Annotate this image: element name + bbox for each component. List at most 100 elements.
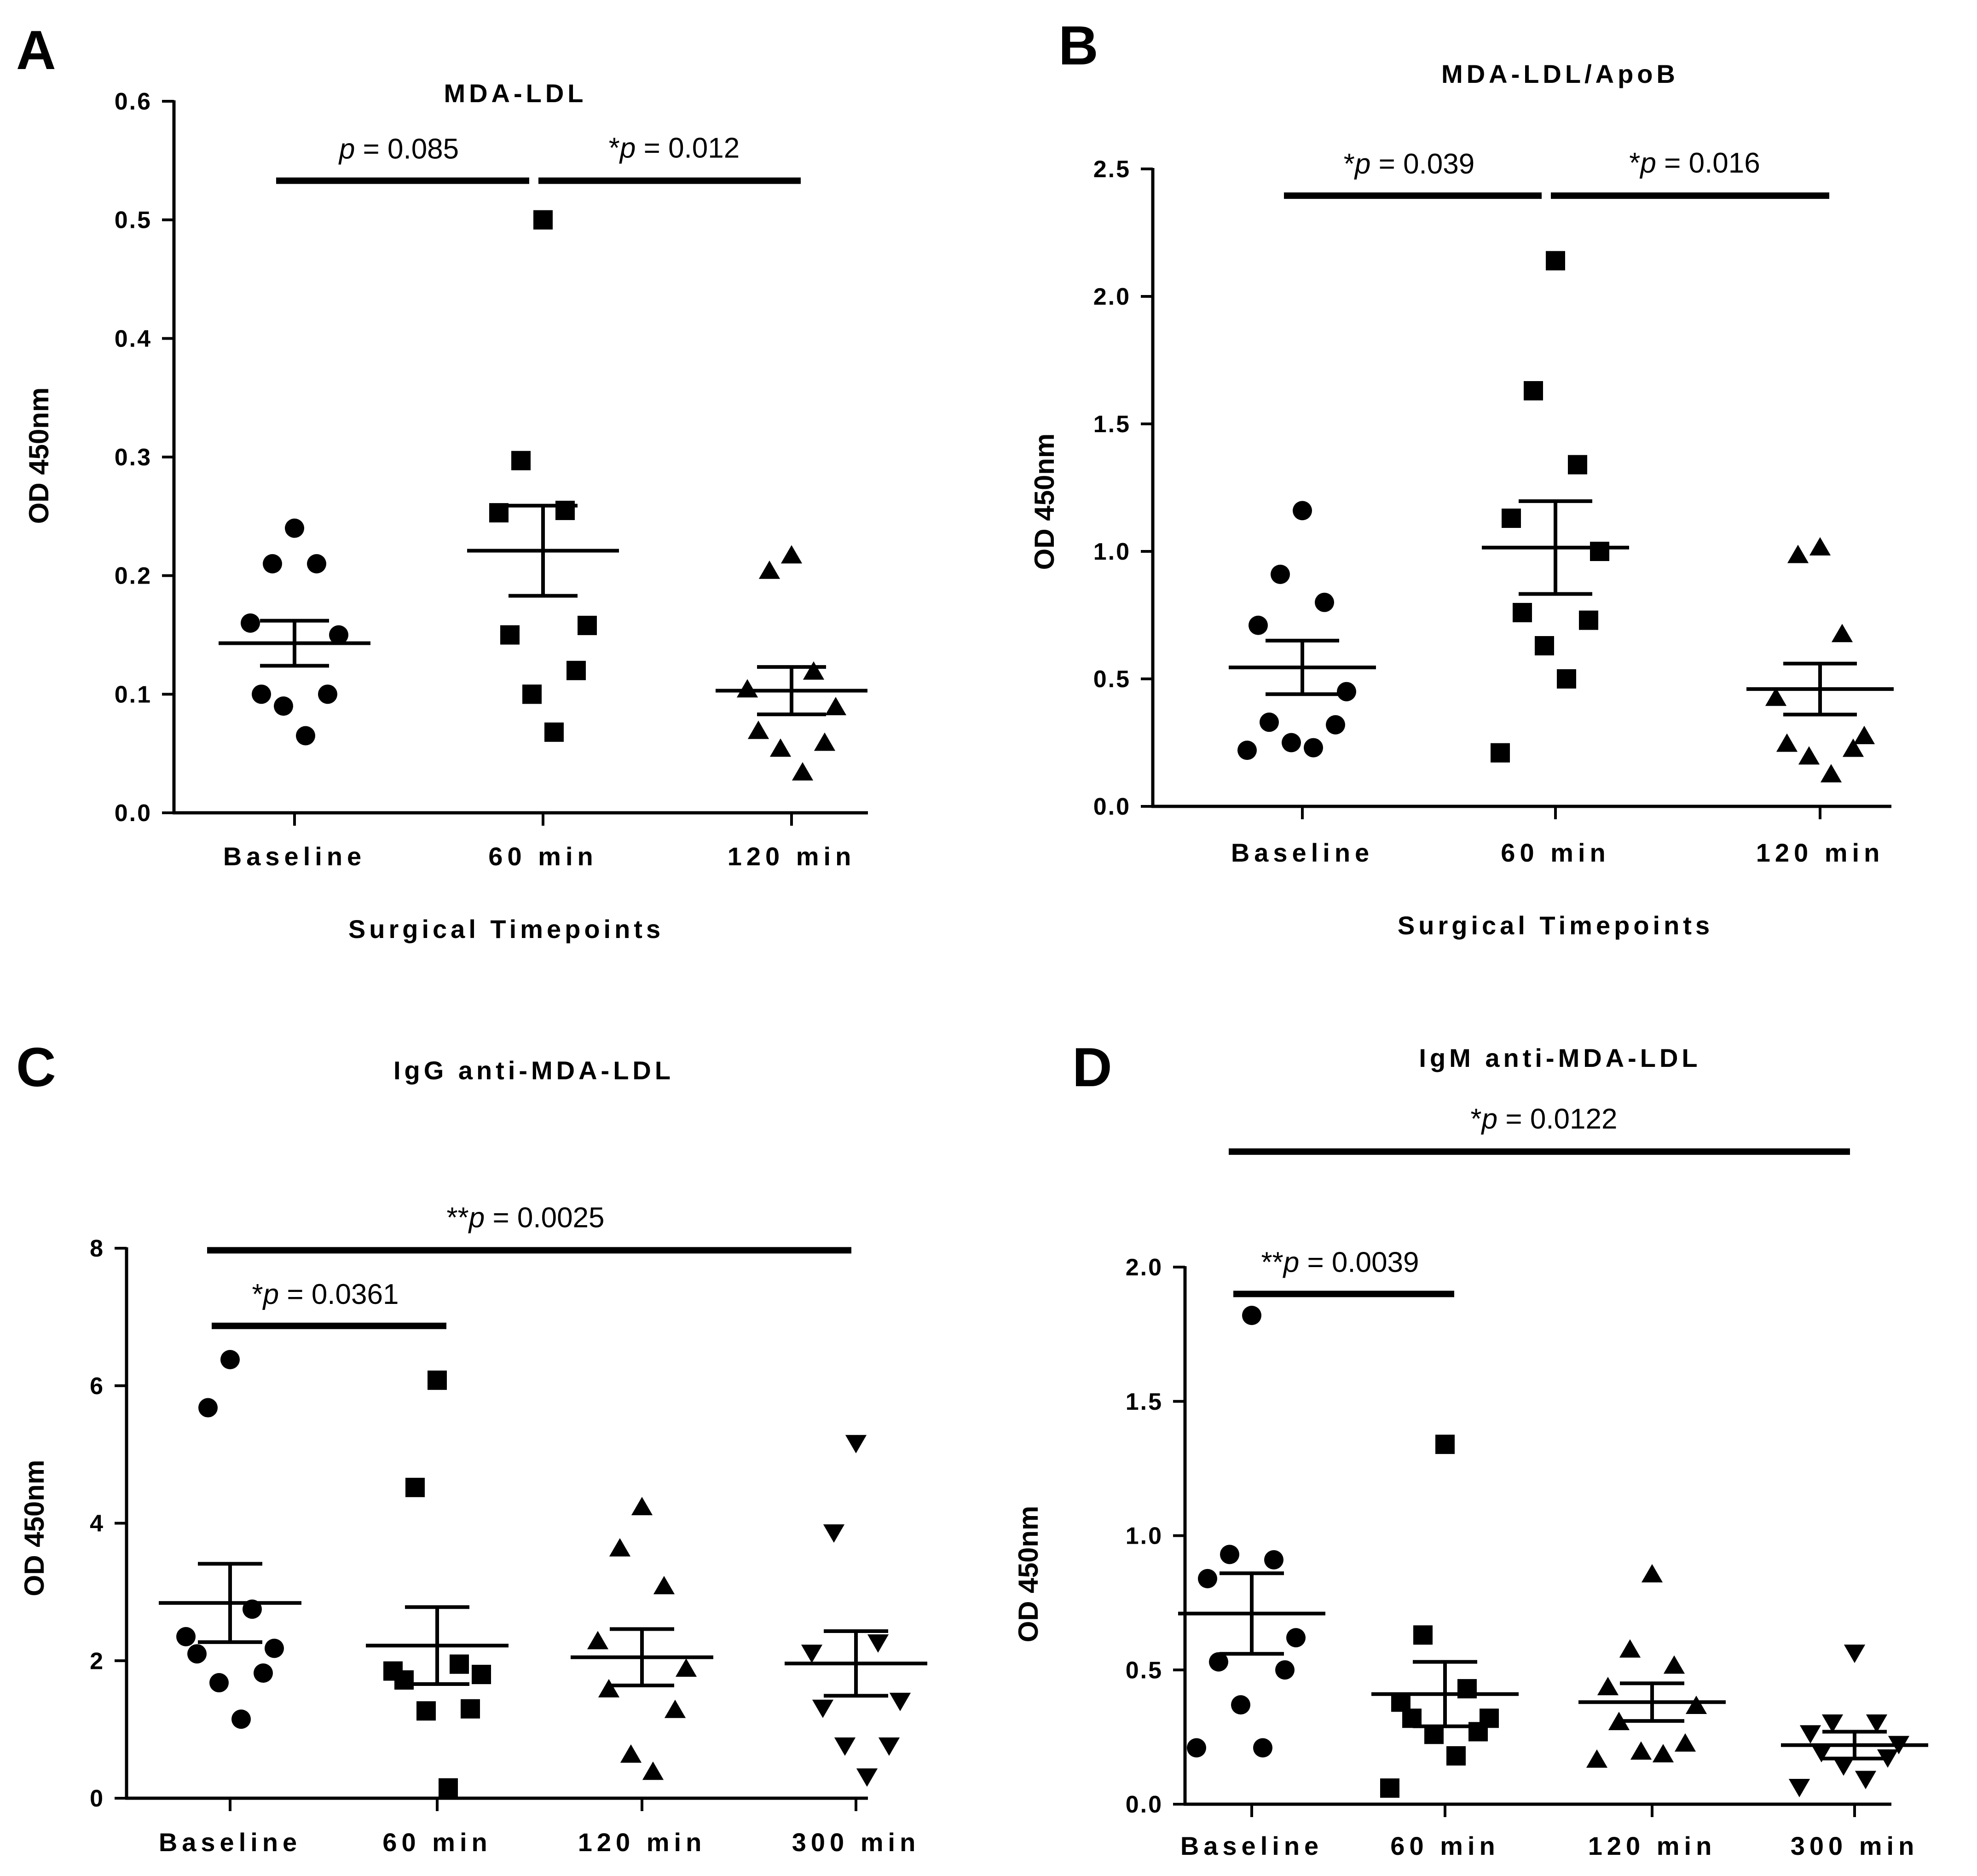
y-tick-label: 0.2 bbox=[115, 563, 152, 590]
data-point bbox=[1435, 1435, 1455, 1454]
data-point bbox=[394, 1670, 414, 1690]
x-tick-label: 120 min bbox=[578, 1828, 706, 1857]
x-tick-label: Baseline bbox=[1231, 838, 1374, 867]
y-tick-label: 2.5 bbox=[1093, 156, 1131, 183]
data-point bbox=[285, 518, 304, 538]
y-tick-label: 0.1 bbox=[115, 681, 152, 708]
data-point bbox=[758, 560, 780, 579]
data-point bbox=[296, 726, 315, 746]
panel-c: C IgG anti-MDA-LDL 0 2 4 6 8 Baseline 60 min 120 … bbox=[16, 1036, 927, 1857]
y-tick-label: 2.0 bbox=[1093, 284, 1131, 310]
data-point bbox=[823, 1524, 845, 1543]
data-point bbox=[511, 451, 531, 470]
data-point bbox=[587, 1631, 609, 1650]
data-point bbox=[1788, 1779, 1810, 1797]
data-point bbox=[318, 684, 337, 704]
y-tick-label: 4 bbox=[90, 1511, 104, 1537]
data-point bbox=[472, 1665, 491, 1685]
series-300-min bbox=[785, 1435, 927, 1787]
x-axis-label: Surgical Timepoints bbox=[348, 915, 664, 944]
data-point bbox=[1380, 1778, 1399, 1798]
data-point bbox=[231, 1709, 251, 1729]
y-tick-label: 0.5 bbox=[1126, 1657, 1163, 1684]
x-tick-label: Baseline bbox=[1180, 1831, 1323, 1860]
x-tick-label: 300 min bbox=[1791, 1831, 1919, 1860]
y-tick-label: 0 bbox=[90, 1785, 104, 1812]
data-point bbox=[1630, 1741, 1652, 1760]
data-point bbox=[1608, 1712, 1630, 1731]
data-point bbox=[1832, 1757, 1855, 1776]
data-point bbox=[1231, 1695, 1250, 1715]
data-point bbox=[1866, 1714, 1888, 1733]
x-tick-label: 120 min bbox=[728, 842, 856, 871]
y-axis-label: OD 450nm bbox=[1013, 1506, 1044, 1643]
chart-title: IgM anti-MDA-LDL bbox=[1419, 1043, 1701, 1072]
data-point bbox=[1765, 687, 1787, 706]
x-tick-label: Baseline bbox=[159, 1828, 301, 1857]
data-point bbox=[533, 210, 553, 230]
data-point bbox=[1641, 1564, 1663, 1583]
data-point bbox=[489, 503, 509, 523]
data-point bbox=[578, 615, 597, 635]
data-point bbox=[889, 1692, 911, 1711]
p-value-label: *p = 0.0122 bbox=[1471, 1103, 1618, 1135]
data-point bbox=[1810, 1744, 1832, 1763]
data-point bbox=[825, 697, 847, 716]
data-point bbox=[1209, 1652, 1228, 1672]
data-point bbox=[176, 1627, 196, 1646]
data-point bbox=[1798, 746, 1820, 765]
data-point bbox=[736, 679, 758, 698]
p-value-label: *p = 0.039 bbox=[1344, 148, 1474, 180]
p-value-label: *p = 0.0361 bbox=[252, 1279, 399, 1310]
y-tick-label: 0.0 bbox=[115, 800, 152, 827]
data-point bbox=[801, 1644, 823, 1663]
data-point bbox=[1652, 1744, 1674, 1763]
data-point bbox=[780, 545, 803, 564]
data-point bbox=[1776, 733, 1798, 752]
data-point bbox=[769, 738, 792, 757]
data-point bbox=[1304, 738, 1323, 758]
series-300-min bbox=[1781, 1644, 1928, 1797]
x-tick-label: 60 min bbox=[382, 1828, 491, 1857]
data-point bbox=[1546, 251, 1565, 271]
data-point bbox=[1820, 764, 1842, 782]
data-point bbox=[254, 1663, 273, 1683]
y-tick-label: 2 bbox=[90, 1648, 104, 1674]
y-axis-label: OD 450nm bbox=[23, 388, 54, 524]
y-tick-label: 0.5 bbox=[115, 207, 152, 234]
data-point bbox=[274, 696, 293, 716]
series-120-min bbox=[1578, 1564, 1726, 1768]
data-point bbox=[803, 661, 825, 680]
data-point bbox=[1579, 610, 1598, 630]
data-point bbox=[653, 1575, 675, 1594]
data-point bbox=[307, 554, 326, 573]
data-point bbox=[792, 762, 814, 781]
data-point bbox=[856, 1768, 878, 1787]
y-tick-label: 0.3 bbox=[115, 444, 152, 471]
data-point bbox=[1557, 669, 1576, 689]
series-120-min bbox=[571, 1497, 713, 1780]
data-point bbox=[1831, 624, 1853, 643]
data-point bbox=[1198, 1569, 1217, 1588]
x-tick-label: 300 min bbox=[792, 1828, 920, 1857]
data-point bbox=[845, 1435, 867, 1453]
data-point bbox=[567, 660, 586, 680]
data-point bbox=[867, 1634, 889, 1653]
y-axis-label: OD 450nm bbox=[1029, 434, 1060, 570]
data-point bbox=[631, 1497, 653, 1516]
panel-letter: B bbox=[1058, 15, 1098, 76]
data-point bbox=[405, 1477, 425, 1497]
series-60-min bbox=[1482, 251, 1629, 763]
data-point bbox=[1842, 738, 1864, 757]
data-point bbox=[1326, 715, 1345, 735]
y-tick-label: 8 bbox=[90, 1235, 104, 1262]
p-value-label: **p = 0.0025 bbox=[446, 1202, 604, 1233]
p-value-label: *p = 0.016 bbox=[1629, 147, 1760, 179]
data-point bbox=[1513, 602, 1532, 622]
panel-d: D IgM anti-MDA-LDL 0.0 0.5 1.0 1.5 2.0 Baseline… bbox=[1013, 1036, 1928, 1860]
data-point bbox=[1590, 542, 1609, 561]
data-point bbox=[1502, 508, 1521, 528]
data-point bbox=[461, 1699, 480, 1719]
data-point bbox=[1220, 1545, 1239, 1564]
